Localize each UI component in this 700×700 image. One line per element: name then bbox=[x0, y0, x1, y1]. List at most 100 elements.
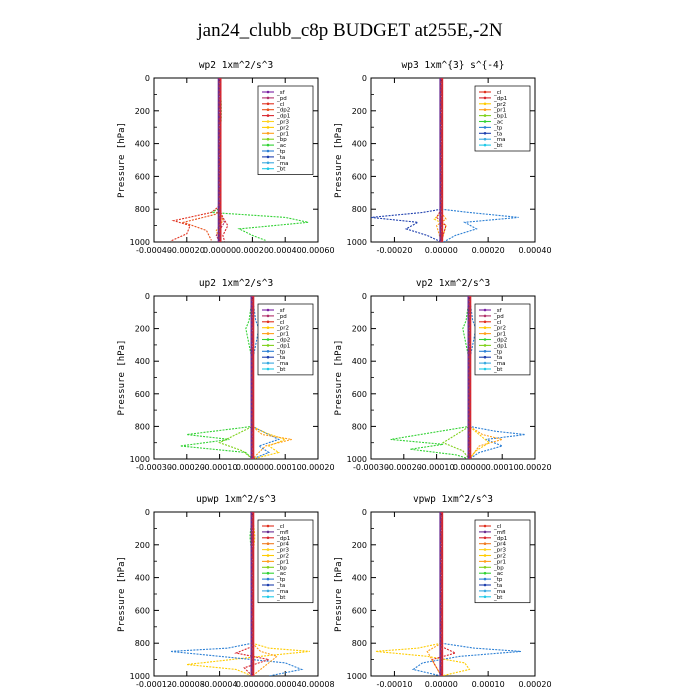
profile-marker bbox=[468, 449, 471, 453]
legend-marker bbox=[483, 132, 487, 135]
legend-marker bbox=[483, 320, 487, 324]
legend-entry: _tp bbox=[493, 125, 503, 131]
legend-marker bbox=[483, 308, 487, 312]
legend-marker bbox=[266, 332, 270, 335]
profile-marker bbox=[251, 588, 254, 592]
x-tick-label: -0.00030 bbox=[353, 463, 389, 472]
x-tick-label: 0.00040 bbox=[518, 246, 551, 255]
y-tick-label: 400 bbox=[352, 140, 367, 149]
profile-marker bbox=[251, 376, 254, 379]
profile-marker bbox=[440, 154, 443, 158]
profile-marker bbox=[440, 228, 443, 231]
profile-marker bbox=[468, 457, 471, 459]
y-tick-label: 200 bbox=[135, 325, 150, 334]
x-tick-label: 0.00000 bbox=[203, 246, 236, 255]
legend-marker bbox=[483, 344, 487, 347]
profile-marker bbox=[251, 617, 254, 620]
profile-marker bbox=[251, 527, 254, 530]
profile-marker bbox=[218, 89, 221, 92]
legend-entry: _pr1 bbox=[276, 131, 289, 137]
profile-marker bbox=[440, 195, 443, 199]
legend-entry: _cl bbox=[493, 524, 502, 530]
profile-marker bbox=[440, 191, 443, 194]
y-tick-label: 600 bbox=[352, 606, 367, 615]
legend-marker bbox=[266, 167, 270, 170]
legend-marker bbox=[483, 595, 487, 599]
profile-marker bbox=[251, 302, 254, 306]
legend-entry: _pr3 bbox=[276, 120, 290, 126]
y-tick-label: 400 bbox=[352, 574, 367, 583]
series-group bbox=[375, 512, 521, 676]
profile-marker bbox=[251, 311, 254, 314]
profile-marker bbox=[440, 629, 443, 633]
profile-marker bbox=[218, 113, 221, 117]
x-tick-label: 0.00040 bbox=[269, 246, 302, 255]
profile-marker bbox=[440, 617, 443, 620]
profile-marker bbox=[440, 662, 443, 665]
legend-marker bbox=[266, 149, 270, 153]
series-line-pr2 bbox=[468, 296, 491, 459]
profile-marker bbox=[251, 380, 254, 383]
profile-marker bbox=[251, 433, 254, 436]
profile-marker bbox=[218, 158, 221, 162]
profile-marker bbox=[218, 220, 221, 223]
profile-marker bbox=[218, 93, 221, 96]
legend: _cl_mfl_dp1_pr4_pr3_pr2_pr1_bp_ac_tp_ta_… bbox=[257, 519, 314, 604]
profile-marker bbox=[440, 101, 443, 104]
legend-marker bbox=[483, 367, 487, 371]
x-tick-label: -0.00040 bbox=[136, 246, 172, 255]
profile-marker bbox=[251, 555, 254, 559]
profile-marker bbox=[251, 601, 254, 604]
y-tick-label: 0 bbox=[145, 74, 150, 83]
profile-marker bbox=[440, 666, 443, 669]
legend-marker bbox=[483, 326, 487, 330]
legend-marker bbox=[266, 320, 270, 324]
legend-entry: _sf bbox=[276, 90, 286, 96]
profile-marker bbox=[251, 384, 254, 387]
profile-marker bbox=[251, 531, 254, 534]
series-line-pr2 bbox=[375, 512, 471, 676]
profile-marker bbox=[218, 236, 221, 240]
profile-marker bbox=[251, 457, 254, 459]
legend-entry: _ta bbox=[276, 583, 285, 589]
x-tick-label: -0.00012 bbox=[136, 680, 172, 689]
legend-marker bbox=[266, 536, 270, 540]
legend-entry: _dp2 bbox=[493, 338, 507, 344]
profile-marker bbox=[440, 588, 443, 592]
profile-marker bbox=[440, 85, 443, 88]
profile-marker bbox=[440, 187, 443, 190]
legend-entry: _sf bbox=[493, 308, 503, 314]
y-tick-label: 400 bbox=[135, 357, 150, 366]
legend-marker bbox=[483, 554, 487, 557]
profile-marker bbox=[440, 564, 443, 567]
profile-marker bbox=[218, 80, 221, 84]
profile-marker bbox=[468, 388, 471, 391]
profile-marker bbox=[468, 433, 471, 436]
profile-marker bbox=[440, 547, 443, 551]
profile-marker bbox=[218, 183, 221, 186]
legend-entry: _pr2 bbox=[493, 102, 506, 108]
profile-marker bbox=[218, 130, 221, 133]
profile-marker bbox=[251, 404, 254, 408]
profile-marker bbox=[468, 360, 471, 363]
legend: _sf_pd_cl_pr2_pr1_dp2_dp1_tp_ta_ma_bt bbox=[257, 303, 314, 376]
legend-entry: _bt bbox=[276, 595, 286, 601]
x-tick-label: -0.00030 bbox=[136, 463, 172, 472]
x-tick-label: 0.00000 bbox=[425, 246, 458, 255]
legend-entry: _sf bbox=[276, 308, 286, 314]
x-tick-label: 0.00010 bbox=[269, 463, 302, 472]
profile-marker bbox=[468, 429, 471, 432]
legend-box bbox=[257, 85, 314, 175]
series-line-pr1 bbox=[468, 296, 505, 459]
profile-marker bbox=[468, 296, 471, 298]
legend-marker bbox=[266, 114, 270, 117]
profile-marker bbox=[468, 368, 471, 371]
profile-marker bbox=[251, 609, 254, 612]
profile-marker bbox=[440, 605, 443, 608]
legend-entry: _ma bbox=[276, 589, 288, 595]
panel-1: wp2 1xm^2/s^3 Pressure [hPa] 0 200 400 600 800… bbox=[117, 60, 335, 255]
legend-entry: _tp bbox=[276, 149, 286, 155]
profile-marker bbox=[218, 126, 221, 129]
legend-marker bbox=[266, 344, 270, 347]
legend-marker bbox=[266, 530, 270, 534]
